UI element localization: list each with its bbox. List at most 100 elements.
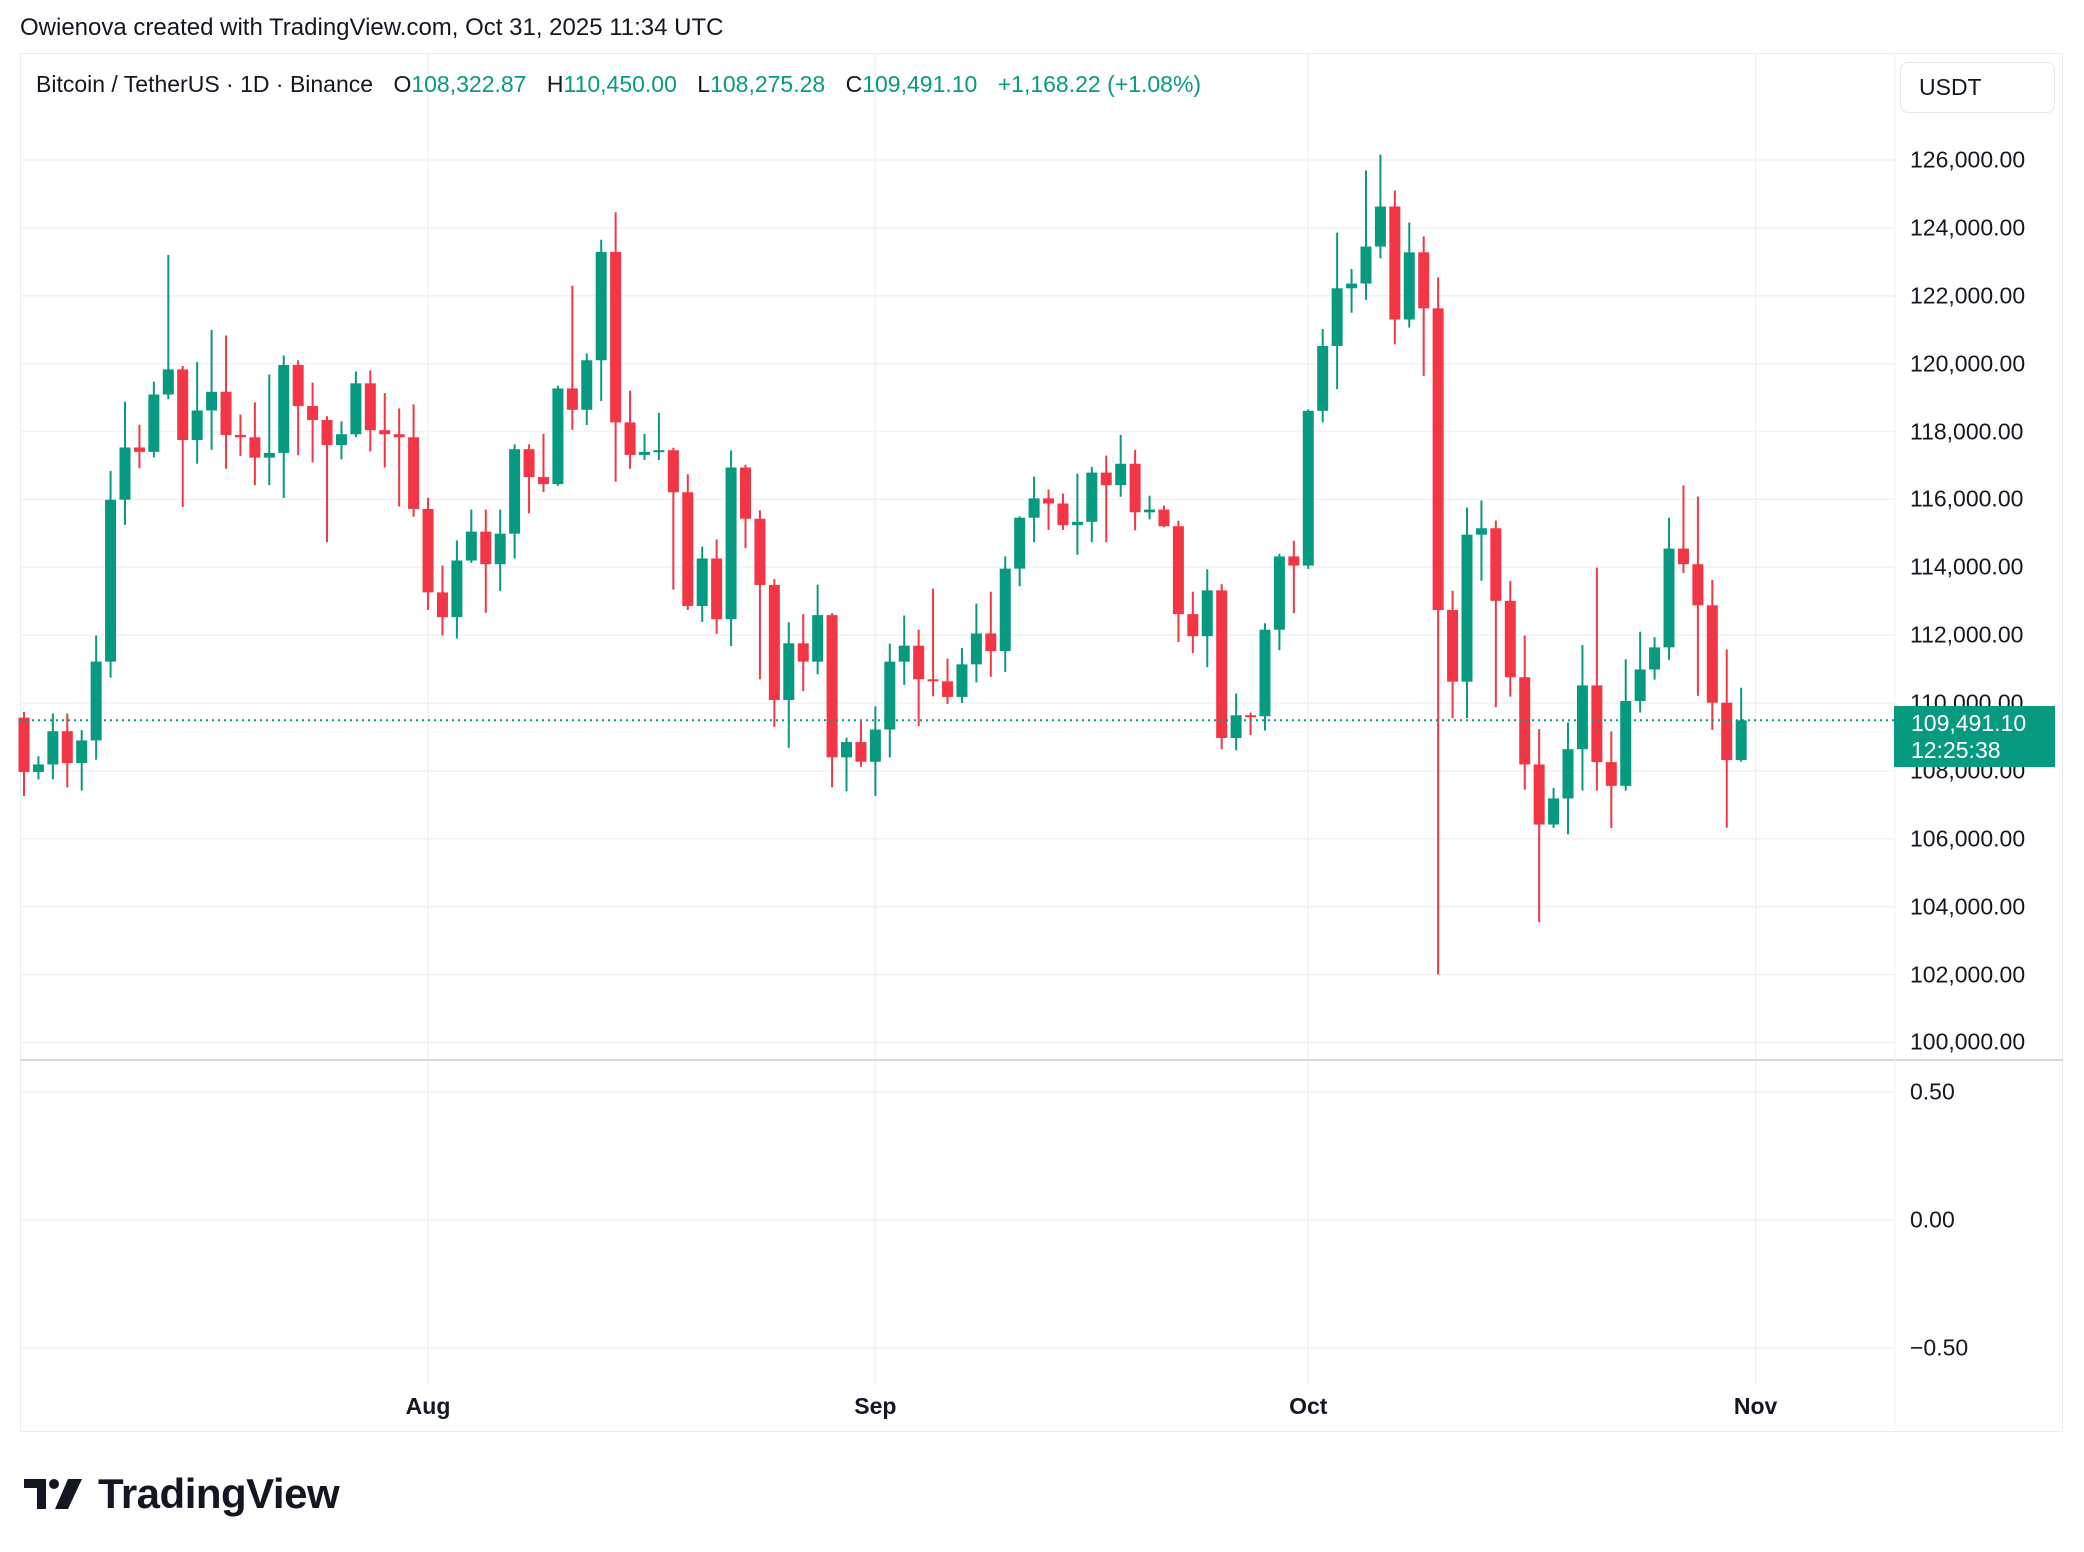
candle-up[interactable]	[696, 546, 708, 622]
candle-up[interactable]	[465, 509, 477, 563]
candle-down[interactable]	[1706, 579, 1718, 730]
candle-down[interactable]	[1490, 520, 1502, 708]
candle-down[interactable]	[1605, 731, 1617, 828]
candle-down[interactable]	[1504, 580, 1516, 697]
candle-up[interactable]	[812, 584, 824, 675]
candle-up[interactable]	[869, 706, 881, 797]
candle-down[interactable]	[1447, 590, 1459, 718]
candle-down[interactable]	[1245, 712, 1257, 735]
candle-down[interactable]	[667, 447, 679, 590]
candle-up[interactable]	[191, 361, 203, 464]
candle-down[interactable]	[754, 510, 766, 680]
candle-up[interactable]	[1620, 659, 1632, 791]
candle-down[interactable]	[826, 613, 838, 788]
candle-down[interactable]	[321, 416, 333, 543]
candle-up[interactable]	[884, 643, 896, 758]
candle-up[interactable]	[148, 381, 160, 458]
candle-down[interactable]	[480, 509, 492, 613]
candle-down[interactable]	[610, 212, 622, 482]
candle-up[interactable]	[162, 255, 174, 400]
candle-up[interactable]	[841, 737, 853, 792]
candle-down[interactable]	[1418, 236, 1430, 376]
candle-down[interactable]	[1216, 584, 1228, 750]
candle-up[interactable]	[1346, 268, 1358, 313]
candle-down[interactable]	[711, 539, 723, 634]
candle-up[interactable]	[1663, 517, 1675, 660]
candle-down[interactable]	[740, 464, 751, 548]
candle-up[interactable]	[1115, 434, 1127, 497]
candle-down[interactable]	[942, 658, 954, 705]
candle-down[interactable]	[1533, 729, 1545, 923]
candle-up[interactable]	[999, 556, 1011, 672]
currency-button[interactable]: USDT	[1900, 62, 2055, 113]
candle-down[interactable]	[1519, 635, 1531, 790]
candle-down[interactable]	[927, 588, 939, 697]
candle-down[interactable]	[1158, 505, 1170, 528]
candle-down[interactable]	[624, 390, 636, 469]
candle-up[interactable]	[1475, 500, 1487, 581]
candle-up[interactable]	[1548, 787, 1560, 828]
candle-up[interactable]	[552, 385, 564, 486]
candle-down[interactable]	[1677, 485, 1689, 574]
candle-up[interactable]	[595, 239, 607, 401]
candle-up[interactable]	[1403, 222, 1415, 328]
candle-down[interactable]	[1057, 493, 1069, 530]
candle-down[interactable]	[1692, 496, 1704, 696]
candle-up[interactable]	[1562, 722, 1574, 835]
candle-down[interactable]	[1043, 489, 1055, 530]
candle-up[interactable]	[1028, 476, 1040, 543]
candle-up[interactable]	[335, 421, 347, 460]
candle-up[interactable]	[1735, 687, 1747, 762]
candle-down[interactable]	[797, 614, 809, 692]
candle-down[interactable]	[249, 402, 261, 486]
candle-up[interactable]	[725, 450, 737, 647]
candle-down[interactable]	[220, 335, 232, 469]
candle-up[interactable]	[509, 444, 521, 559]
candle-up[interactable]	[1374, 154, 1386, 259]
candle-up[interactable]	[1273, 553, 1285, 651]
candle-up[interactable]	[119, 401, 131, 525]
candle-up[interactable]	[1071, 473, 1083, 555]
candle-down[interactable]	[1389, 190, 1401, 345]
candle-up[interactable]	[278, 355, 290, 499]
candle-down[interactable]	[364, 370, 376, 452]
candle-up[interactable]	[1317, 329, 1329, 423]
candle-down[interactable]	[61, 713, 73, 788]
candle-up[interactable]	[1144, 495, 1156, 520]
candle-down[interactable]	[234, 414, 246, 456]
candle-down[interactable]	[985, 591, 997, 677]
candle-down[interactable]	[913, 629, 925, 727]
candle-up[interactable]	[970, 603, 982, 683]
candle-up[interactable]	[638, 433, 650, 461]
candle-down[interactable]	[1432, 277, 1444, 975]
candle-down[interactable]	[1591, 567, 1603, 791]
candle-down[interactable]	[855, 721, 867, 767]
candle-down[interactable]	[436, 565, 448, 636]
candle-down[interactable]	[422, 497, 434, 611]
candle-down[interactable]	[379, 393, 391, 468]
candle-up[interactable]	[350, 371, 362, 438]
candle-up[interactable]	[90, 635, 102, 760]
candle-down[interactable]	[523, 444, 535, 514]
candle-down[interactable]	[1288, 540, 1300, 614]
candle-up[interactable]	[1201, 569, 1213, 668]
candle-down[interactable]	[1187, 591, 1199, 654]
candle-up[interactable]	[956, 648, 968, 704]
candle-up[interactable]	[451, 540, 463, 639]
candle-down[interactable]	[408, 404, 420, 517]
candle-down[interactable]	[18, 711, 30, 797]
candle-down[interactable]	[1721, 649, 1733, 828]
candle-up[interactable]	[653, 412, 665, 461]
candle-up[interactable]	[206, 330, 218, 450]
candle-down[interactable]	[1129, 449, 1141, 531]
candle-up[interactable]	[76, 730, 88, 791]
candle-up[interactable]	[1230, 693, 1242, 751]
candle-down[interactable]	[307, 382, 319, 463]
candle-up[interactable]	[1634, 631, 1646, 713]
candle-down[interactable]	[1100, 455, 1112, 543]
symbol-description[interactable]: Bitcoin / TetherUS · 1D · Binance	[36, 71, 374, 97]
candle-up[interactable]	[1331, 232, 1343, 390]
candle-up[interactable]	[1461, 507, 1473, 718]
candle-up[interactable]	[47, 713, 59, 780]
